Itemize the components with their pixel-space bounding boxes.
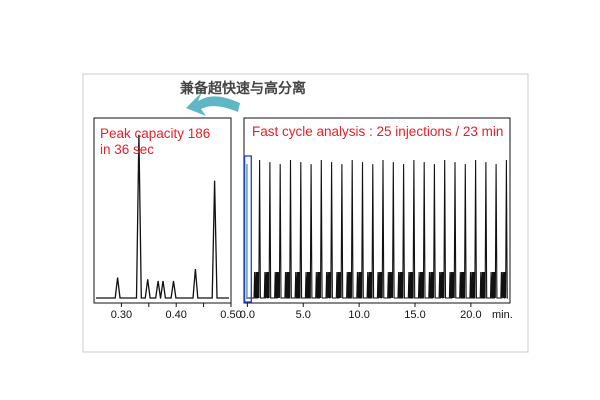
left-x-tick-label: 0.30 (111, 309, 132, 321)
right-chromatogram-trace (246, 159, 508, 299)
left-chromatogram-trace (96, 134, 229, 299)
left-x-tick-label: 0.40 (165, 309, 186, 321)
right-x-tick-label: 0.0 (240, 309, 255, 321)
left-chart-subtitle: in 36 sec (100, 142, 154, 157)
left-chart: Peak capacity 186 in 36 sec 0.30 0.40 0.50 (93, 117, 242, 321)
header-caption: 兼备超快速与高分离 (180, 80, 306, 97)
left-chart-title: Peak capacity 186 (100, 126, 210, 141)
header-callout: 兼备超快速与高分离 (180, 80, 306, 116)
right-x-tick-label: 15.0 (404, 309, 425, 321)
curved-arrow-icon (186, 92, 240, 116)
right-x-axis: 0.0 5.0 10.0 15.0 20.0 (240, 303, 482, 321)
highlighted-injection-box (243, 155, 252, 303)
right-x-unit-label: min. (492, 309, 513, 321)
right-x-tick-label: 10.0 (348, 309, 369, 321)
left-x-tick-label: 0.50 (220, 309, 241, 321)
left-plot-frame (93, 117, 232, 304)
right-chart: Fast cycle analysis : 25 injections / 23… (240, 117, 513, 321)
right-chart-title: Fast cycle analysis : 25 injections / 23… (252, 124, 503, 139)
right-x-tick-label: 20.0 (460, 309, 481, 321)
right-x-tick-label: 5.0 (296, 309, 311, 321)
left-x-axis: 0.30 0.40 0.50 (111, 303, 242, 321)
